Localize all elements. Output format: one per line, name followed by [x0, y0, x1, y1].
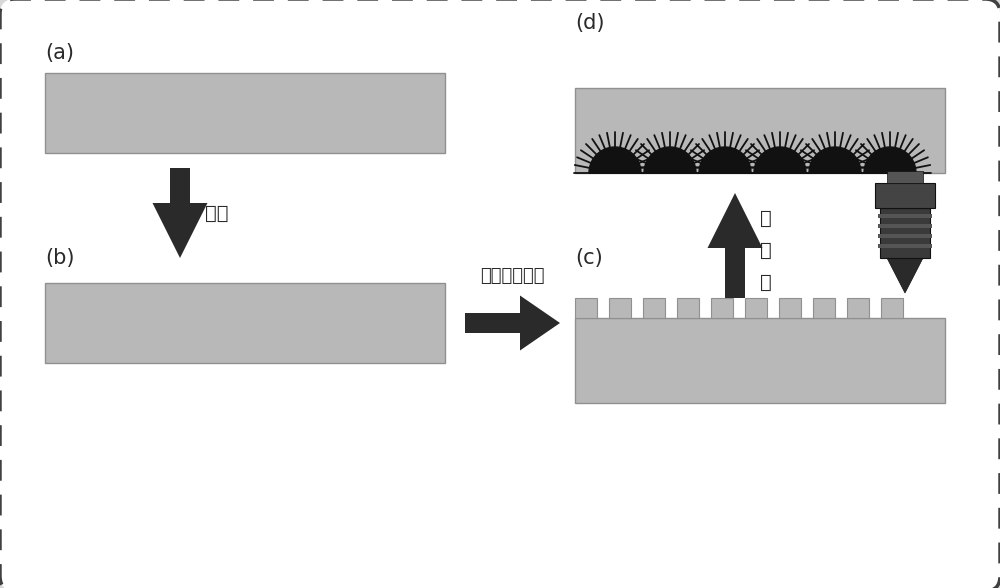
Bar [878, 214, 932, 218]
Bar [609, 298, 631, 318]
Bar [813, 298, 835, 318]
Bar [878, 234, 932, 238]
Bar [170, 168, 190, 203]
Bar [575, 88, 945, 173]
Text: (d): (d) [575, 13, 604, 33]
Bar [725, 248, 745, 298]
Text: 热: 热 [760, 209, 772, 228]
Bar [45, 283, 445, 363]
Text: (c): (c) [575, 248, 603, 268]
Bar [465, 313, 520, 333]
Polygon shape [644, 147, 696, 173]
Bar [887, 171, 923, 183]
Bar [45, 73, 445, 153]
Polygon shape [708, 193, 763, 248]
Bar [575, 298, 597, 318]
Polygon shape [864, 147, 916, 173]
Bar [878, 224, 932, 228]
Polygon shape [152, 203, 208, 258]
Bar [880, 208, 930, 258]
Bar [575, 318, 945, 403]
Text: (b): (b) [45, 248, 74, 268]
Bar [847, 298, 869, 318]
Bar [878, 244, 932, 248]
Polygon shape [699, 147, 751, 173]
Polygon shape [589, 147, 641, 173]
Polygon shape [754, 147, 806, 173]
Bar [711, 298, 733, 318]
Text: (a): (a) [45, 43, 74, 63]
Text: 化: 化 [760, 272, 772, 292]
Text: 飞秒激光加工: 飞秒激光加工 [480, 267, 545, 285]
Polygon shape [887, 258, 923, 293]
Polygon shape [520, 296, 560, 350]
Bar [779, 298, 801, 318]
Text: 镍膜: 镍膜 [205, 203, 228, 222]
Bar [677, 298, 699, 318]
Bar [881, 298, 903, 318]
Bar [875, 183, 935, 208]
Text: 氧: 氧 [760, 240, 772, 259]
Polygon shape [809, 147, 861, 173]
Bar [745, 298, 767, 318]
Bar [643, 298, 665, 318]
